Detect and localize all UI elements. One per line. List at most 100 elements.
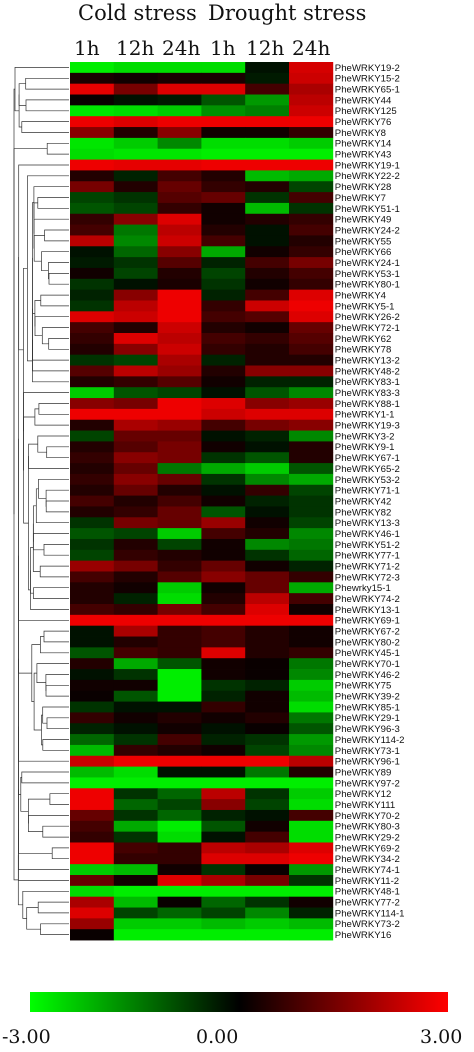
dendrogram-link <box>32 308 69 372</box>
heatmap-cell <box>289 820 334 833</box>
heatmap-cell <box>70 495 115 507</box>
heatmap-cell <box>70 582 115 594</box>
heatmap-cell <box>70 257 115 269</box>
heatmap-cell <box>245 820 290 833</box>
heatmap-cell <box>157 452 202 464</box>
dendrogram-link <box>48 273 69 285</box>
heatmap-cell <box>201 918 246 930</box>
row-label: PheWRKY125 <box>335 106 397 117</box>
heatmap-cell <box>245 192 290 204</box>
heatmap-cell <box>70 755 115 767</box>
heatmap-cell <box>245 181 290 193</box>
row-label: PheWRKY51-2 <box>335 540 400 551</box>
row-label: Phewrky15-1 <box>335 583 391 594</box>
row-label: PheWRKY48-1 <box>335 887 400 898</box>
heatmap-cell <box>70 853 115 865</box>
heatmap-cell <box>157 137 202 150</box>
row-label: PheWRKY22-2 <box>335 171 400 182</box>
heatmap-cell <box>113 885 158 898</box>
heatmap-cell <box>113 354 158 366</box>
row-label: PheWRKY49 <box>335 215 392 226</box>
dendrogram-link <box>17 854 23 906</box>
heatmap-cell <box>245 918 290 930</box>
col-label-2: 12h <box>116 36 155 60</box>
heatmap-cell <box>113 300 158 312</box>
heatmap-cell <box>289 896 334 908</box>
heatmap-cell <box>70 430 115 442</box>
heatmap-cell <box>201 593 246 605</box>
heatmap-cell <box>245 842 290 854</box>
row-label: PheWRKY67-1 <box>335 453 400 464</box>
heatmap-cell <box>289 669 334 681</box>
dendrogram-link <box>33 672 42 731</box>
heatmap-cell <box>113 593 158 605</box>
heatmap-cell <box>157 300 202 312</box>
row-label: PheWRKY78 <box>335 345 392 356</box>
heatmap-cell <box>157 181 202 193</box>
heatmap-cell <box>245 441 290 453</box>
heatmap-cell <box>245 419 290 431</box>
heatmap-cell <box>113 853 158 865</box>
heatmap-cell <box>113 788 158 800</box>
heatmap-cell <box>70 647 115 659</box>
heatmap-cell <box>70 181 115 193</box>
heatmap-cell <box>70 799 115 811</box>
dendrogram-link <box>37 435 69 453</box>
heatmap-cell <box>113 918 158 930</box>
heatmap-cell <box>201 94 246 106</box>
heatmap-cell <box>245 495 290 507</box>
heatmap-cell <box>70 560 115 572</box>
heatmap-cell <box>245 734 290 746</box>
heatmap-cell <box>245 202 290 215</box>
heatmap-cell <box>113 116 158 128</box>
heatmap-cell <box>245 116 290 128</box>
heatmap-cell <box>113 647 158 659</box>
heatmap-cell <box>157 799 202 811</box>
row-label: PheWRKY8 <box>335 128 386 139</box>
heatmap-cell <box>113 246 158 258</box>
dendrogram-link <box>34 316 69 337</box>
heatmap-cell <box>289 72 334 85</box>
row-label: PheWRKY24-1 <box>335 258 400 269</box>
heatmap-cell <box>70 744 115 757</box>
heatmap-cell <box>70 62 115 74</box>
dendrogram-link <box>18 94 22 128</box>
heatmap-cell <box>245 604 290 616</box>
heatmap-cell <box>113 267 158 280</box>
heatmap-cell <box>70 538 115 551</box>
heatmap-cell <box>113 831 158 843</box>
heatmap-cell <box>201 235 246 247</box>
heatmap-cell <box>113 148 158 160</box>
row-label: PheWRKY77-2 <box>335 898 400 909</box>
row-label: PheWRKY74-1 <box>335 865 400 876</box>
row-label: PheWRKY19-2 <box>335 63 400 74</box>
heatmap-cell <box>70 907 115 919</box>
heatmap-cell <box>289 701 334 713</box>
heatmap-cell <box>201 636 246 648</box>
heatmap-cell <box>245 528 290 540</box>
heatmap-cell <box>289 723 334 735</box>
heatmap-cell <box>70 365 115 377</box>
row-label: PheWRKY42 <box>335 496 392 507</box>
heatmap-cell <box>289 831 334 843</box>
heatmap-cell <box>201 170 246 182</box>
heatmap-cell <box>157 322 202 334</box>
row-label: PheWRKY67-2 <box>335 627 400 638</box>
heatmap-cell <box>289 604 334 616</box>
heatmap-cell <box>289 658 334 670</box>
heatmap-cell <box>201 452 246 464</box>
heatmap-cell <box>201 604 246 616</box>
row-label: PheWRKY71-1 <box>335 486 400 497</box>
dendrogram-link <box>18 83 26 106</box>
heatmap-cell <box>113 755 158 767</box>
heatmap-cell <box>245 658 290 670</box>
heatmap-cell <box>245 647 290 659</box>
heatmap-cell <box>245 885 290 898</box>
heatmap-cell <box>113 224 158 236</box>
heatmap-cell <box>157 853 202 865</box>
heatmap-cell <box>157 127 202 139</box>
heatmap-cell <box>289 267 334 280</box>
dendrogram-link <box>45 489 69 507</box>
heatmap-cell <box>113 278 158 291</box>
heatmap-cell <box>201 560 246 572</box>
